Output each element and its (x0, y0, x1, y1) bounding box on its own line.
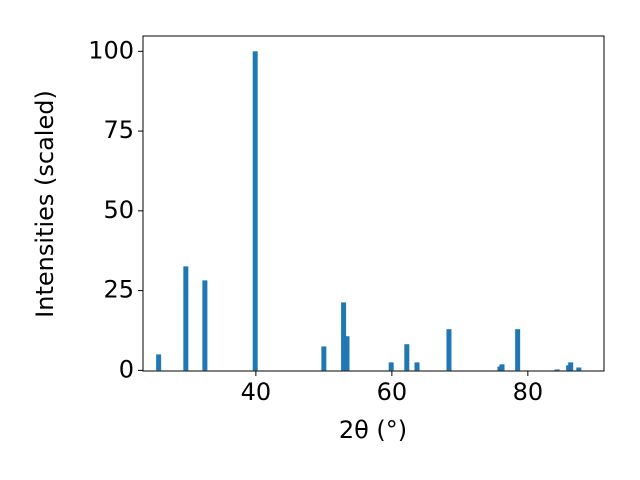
x-axis-label: 2θ (°) (339, 416, 407, 444)
y-axis-label: Intensities (scaled) (31, 90, 59, 318)
y-tick-label: 50 (103, 196, 134, 224)
bar (554, 369, 560, 371)
bar (568, 362, 574, 371)
bar (446, 329, 452, 371)
bar (183, 266, 189, 371)
bar (321, 346, 327, 371)
y-tick-label: 25 (103, 276, 134, 304)
bar (404, 344, 410, 371)
x-tick-label: 80 (513, 378, 544, 406)
bar (414, 362, 420, 371)
bar (202, 280, 208, 371)
bar (576, 367, 582, 371)
bar (515, 329, 521, 371)
y-tick-label: 0 (119, 355, 134, 383)
bar (156, 354, 162, 371)
bar (499, 364, 505, 371)
plot-frame (142, 35, 605, 372)
bar (341, 302, 347, 371)
x-tick-label: 40 (241, 378, 272, 406)
y-tick-label: 100 (88, 36, 134, 64)
bar (252, 51, 258, 371)
bar (344, 336, 350, 371)
y-tick-label: 75 (103, 116, 134, 144)
x-tick-label: 60 (377, 378, 408, 406)
bar (388, 362, 394, 371)
